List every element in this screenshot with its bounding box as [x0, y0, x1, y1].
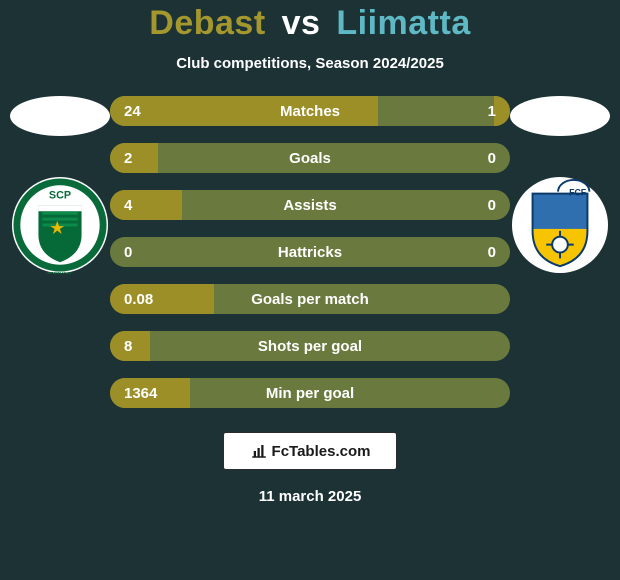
page-title: Debast vs Liimatta [0, 4, 620, 43]
subtitle: Club competitions, Season 2024/2025 [0, 55, 620, 72]
stat-label: Goals [110, 143, 510, 173]
left-column: SCP SPORTING PORTUGAL [0, 96, 120, 274]
stat-bar: 1364Min per goal [110, 378, 510, 408]
club-badge-right: FCF [511, 176, 609, 274]
stat-bar: 0.08Goals per match [110, 284, 510, 314]
stat-label: Goals per match [110, 284, 510, 314]
svg-text:FCF: FCF [569, 188, 587, 198]
jersey-left-icon [10, 96, 110, 136]
date-text: 11 march 2025 [0, 488, 620, 505]
svg-text:PORTUGAL: PORTUGAL [47, 271, 73, 274]
right-column: FCF [500, 96, 620, 274]
fcf-crest-icon: FCF [511, 176, 609, 274]
club-badge-left: SCP SPORTING PORTUGAL [11, 176, 109, 274]
stat-label: Min per goal [110, 378, 510, 408]
chart-icon [250, 442, 268, 460]
stat-bars: 241Matches 20Goals 40Assists 00Hattricks 0.0… [110, 96, 510, 408]
stat-label: Shots per goal [110, 331, 510, 361]
stat-bar: 8Shots per goal [110, 331, 510, 361]
stat-label: Hattricks [110, 237, 510, 267]
stat-bar: 40Assists [110, 190, 510, 220]
player-b-name: Liimatta [336, 4, 470, 42]
vs-separator: vs [282, 4, 321, 42]
svg-text:SCP: SCP [49, 190, 71, 202]
stat-label: Matches [110, 96, 510, 126]
stat-bar: 20Goals [110, 143, 510, 173]
comparison-card: Debast vs Liimatta Club competitions, Se… [0, 0, 620, 580]
stat-bar: 241Matches [110, 96, 510, 126]
fctables-badge[interactable]: FcTables.com [223, 432, 397, 470]
sporting-crest-icon: SCP SPORTING PORTUGAL [11, 176, 109, 274]
player-a-name: Debast [149, 4, 265, 42]
stat-label: Assists [110, 190, 510, 220]
stat-bar: 00Hattricks [110, 237, 510, 267]
main-area: SCP SPORTING PORTUGAL [0, 96, 620, 408]
jersey-right-icon [510, 96, 610, 136]
fctables-label: FcTables.com [272, 443, 371, 460]
